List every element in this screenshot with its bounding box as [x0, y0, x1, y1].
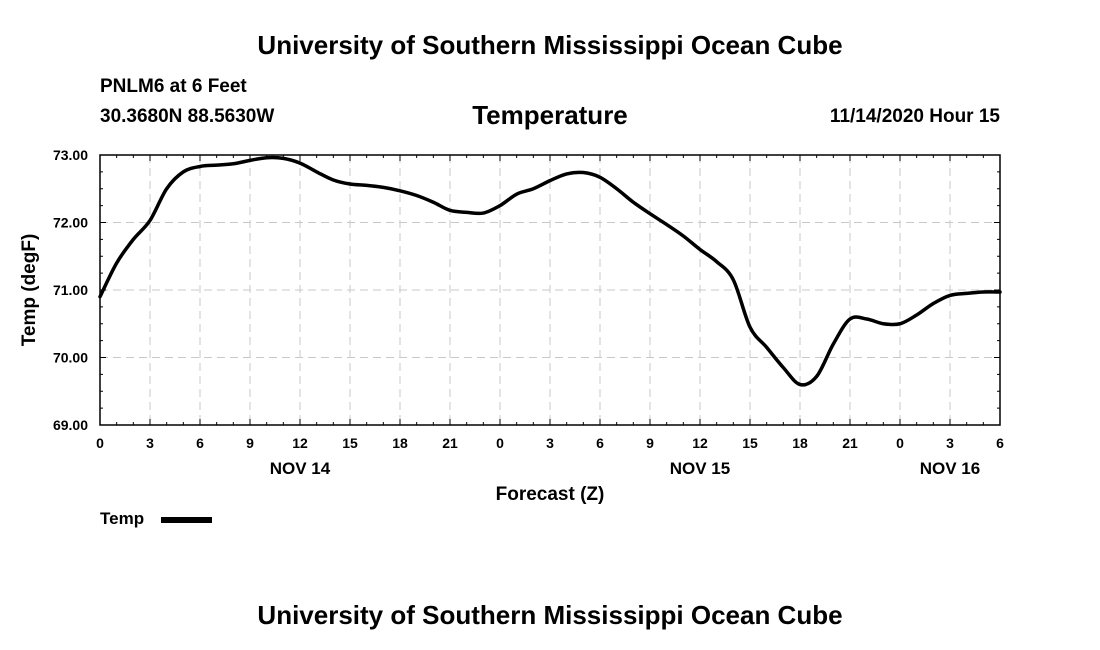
temp-series-line — [98, 155, 1002, 387]
page-title-bottom: University of Southern Mississippi Ocean… — [257, 600, 843, 630]
date-labels: NOV 14 NOV 15 NOV 16 — [270, 459, 980, 478]
x-tick-label: 6 — [196, 435, 204, 451]
x-tick-label: 18 — [792, 435, 808, 451]
x-tick-label: 21 — [442, 435, 458, 451]
y-tick-label: 72.00 — [53, 215, 88, 231]
x-tick-label: 6 — [996, 435, 1004, 451]
chart-title: Temperature — [472, 100, 628, 130]
x-tick-label: 15 — [342, 435, 358, 451]
y-tick-label: 69.00 — [53, 417, 88, 433]
page-title-top: University of Southern Mississippi Ocean… — [257, 30, 843, 60]
x-tick-label: 0 — [896, 435, 904, 451]
x-tick-labels: 0 3 6 9 12 15 18 21 0 3 6 9 12 15 18 21 0 3 6 — [96, 435, 1004, 451]
x-tick-label: 0 — [496, 435, 504, 451]
y-tick-label: 70.00 — [53, 350, 88, 366]
y-tick-labels: 69.00 70.00 71.00 72.00 73.00 — [53, 147, 88, 433]
y-tick-label: 71.00 — [53, 282, 88, 298]
x-tick-label: 6 — [596, 435, 604, 451]
x-axis-label: Forecast (Z) — [496, 484, 605, 505]
y-tick-label: 73.00 — [53, 147, 88, 163]
x-tick-label: 21 — [842, 435, 858, 451]
x-tick-label: 3 — [146, 435, 154, 451]
x-tick-label: 15 — [742, 435, 758, 451]
forecast-datetime: 11/14/2020 Hour 15 — [829, 106, 1000, 127]
station-label: PNLM6 at 6 Feet — [100, 76, 247, 97]
date-label: NOV 15 — [670, 459, 730, 478]
x-tick-label: 12 — [692, 435, 708, 451]
x-tick-label: 0 — [96, 435, 104, 451]
date-label: NOV 14 — [270, 459, 331, 478]
x-tick-label: 3 — [546, 435, 554, 451]
x-tick-label: 18 — [392, 435, 408, 451]
x-tick-label: 9 — [246, 435, 254, 451]
x-tick-label: 12 — [292, 435, 308, 451]
legend-label: Temp — [100, 509, 145, 528]
grid-lines — [100, 155, 1000, 425]
date-label: NOV 16 — [920, 459, 980, 478]
coordinates-label: 30.3680N 88.5630W — [100, 106, 275, 127]
x-tick-label: 3 — [946, 435, 954, 451]
legend-swatch — [161, 517, 212, 523]
x-tick-label: 9 — [646, 435, 654, 451]
y-axis-label: Temp (degF) — [19, 234, 40, 347]
axis-ticks — [99, 154, 1001, 426]
